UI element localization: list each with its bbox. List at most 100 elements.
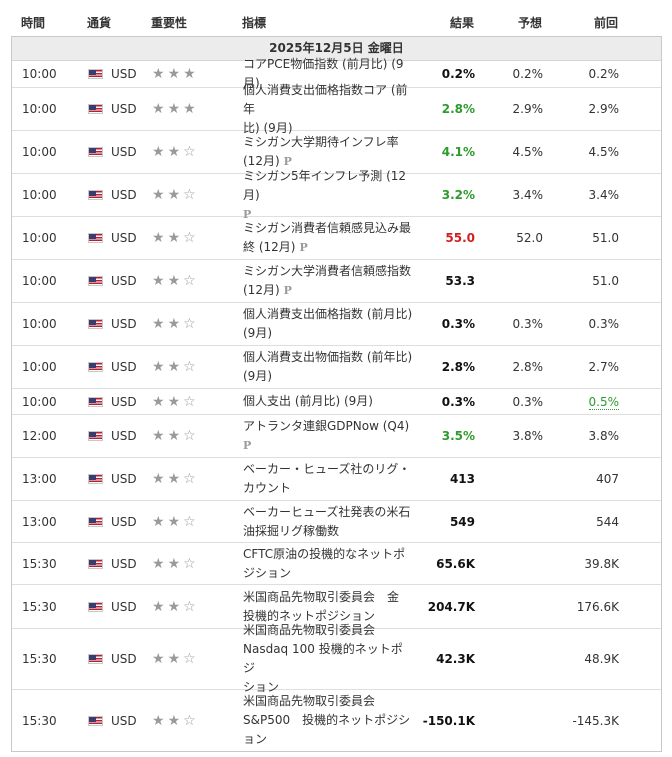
previous-value: 0.3% bbox=[588, 317, 620, 331]
event-result: 0.3% bbox=[441, 317, 475, 331]
indicator-name[interactable]: アトランタ連銀GDPNow (Q4) P bbox=[232, 417, 414, 455]
event-forecast: 2.8% bbox=[512, 360, 544, 374]
star-filled-icon: ★ bbox=[152, 187, 165, 203]
importance-rating: ★ ★ ☆ bbox=[144, 317, 232, 331]
event-forecast: 3.4% bbox=[512, 188, 544, 202]
event-previous: 2.7% bbox=[547, 360, 623, 374]
table-row[interactable]: 15:30 USD ★ ★ ☆ 米国商品先物取引委員会 金投機的ネットポジション 204.7… bbox=[12, 585, 661, 629]
event-currency: USD bbox=[78, 317, 144, 331]
event-result: 413 bbox=[449, 472, 475, 486]
event-time: 10:00 bbox=[22, 274, 57, 288]
event-result: 53.3 bbox=[445, 274, 475, 288]
indicator-line: 米国商品先物取引委員会 bbox=[243, 623, 376, 637]
star-empty-icon: ☆ bbox=[183, 359, 196, 375]
preliminary-icon: P bbox=[283, 284, 292, 297]
indicator-name[interactable]: ベーカーヒューズ社発表の米石 油採掘リグ稼働数 bbox=[232, 503, 414, 541]
indicator-name[interactable]: ミシガン大学消費者信頼感指数 (12月) P bbox=[232, 262, 414, 300]
indicator-line: アトランタ連銀GDPNow (Q4) bbox=[243, 419, 410, 433]
event-time: 12:00 bbox=[22, 429, 57, 443]
star-filled-icon: ★ bbox=[152, 555, 165, 572]
table-row[interactable]: 13:00 USD ★ ★ ☆ ベーカーヒューズ社発表の米石 油採掘リグ稼働数 549 544 bbox=[12, 501, 661, 543]
event-result: 3.5% bbox=[441, 429, 475, 443]
indicator-line: カウント bbox=[243, 481, 292, 495]
us-flag-icon bbox=[88, 396, 103, 407]
importance-rating: ★ ★ ★ bbox=[144, 67, 232, 81]
indicator-name[interactable]: 個人消費支出価格指数コア (前年 比) (9月) bbox=[232, 81, 414, 138]
table-row[interactable]: 13:00 USD ★ ★ ☆ ベーカー・ヒューズ社のリグ・ カウント 413 407 bbox=[12, 458, 661, 501]
event-forecast: 0.2% bbox=[512, 67, 544, 81]
event-previous[interactable]: 0.5% bbox=[547, 394, 623, 410]
indicator-line: (12月) bbox=[243, 283, 280, 297]
currency-code: USD bbox=[111, 394, 137, 409]
event-rows: 10:00 USD ★ ★ ★ コアPCE物価指数 (前月比) (9月) 0.2% 0.2% 0… bbox=[12, 57, 661, 751]
indicator-line: コアPCE物価指数 (前月比) (9月) bbox=[243, 57, 404, 90]
indicator-name[interactable]: 米国商品先物取引委員会 S&P500 投機的ネットポジシ ョン bbox=[232, 692, 414, 749]
star-filled-icon: ★ bbox=[167, 230, 181, 246]
indicator-line: ション bbox=[243, 680, 280, 694]
event-currency: USD bbox=[78, 600, 144, 614]
event-forecast: 3.8% bbox=[512, 429, 544, 443]
indicator-line: Nasdaq 100 投機的ネットポジ bbox=[243, 642, 403, 675]
indicator-name[interactable]: CFTC原油の投機的なネットポ ジション bbox=[232, 545, 414, 583]
indicator-line: CFTC原油の投機的なネットポ bbox=[243, 546, 406, 561]
event-previous: 51.0 bbox=[547, 231, 623, 245]
indicator-name[interactable]: 米国商品先物取引委員会 金投機的ネットポジション bbox=[232, 588, 414, 626]
indicator-name[interactable]: ミシガン大学期待インフレ率 (12月) P bbox=[232, 133, 414, 171]
indicator-name[interactable]: 個人消費支出価格指数 (前月比) (9月) bbox=[232, 305, 414, 343]
header-importance: 重要性 bbox=[151, 15, 188, 30]
indicator-name[interactable]: ベーカー・ヒューズ社のリグ・ カウント bbox=[232, 460, 414, 498]
indicator-name[interactable]: 米国商品先物取引委員会 Nasdaq 100 投機的ネットポジション bbox=[232, 621, 414, 697]
indicator-line: 個人消費支出価格指数 (前月比) bbox=[243, 307, 413, 321]
us-flag-icon bbox=[88, 69, 103, 79]
currency-code: USD bbox=[111, 713, 137, 728]
table-row[interactable]: 15:30 USD ★ ★ ☆ CFTC原油の投機的なネットポ ジション 65.6K 39.8K bbox=[12, 543, 661, 585]
us-flag-icon bbox=[88, 558, 103, 569]
indicator-name[interactable]: コアPCE物価指数 (前月比) (9月) bbox=[232, 55, 414, 93]
currency-code: USD bbox=[111, 188, 137, 202]
currency-code: USD bbox=[111, 514, 137, 529]
event-previous: 39.8K bbox=[547, 557, 623, 571]
event-previous: 51.0 bbox=[547, 274, 623, 288]
indicator-line: 比) (9月) bbox=[243, 120, 293, 135]
event-forecast: 52.0 bbox=[516, 231, 543, 245]
previous-value: 3.8% bbox=[588, 429, 620, 443]
event-time: 15:30 bbox=[22, 652, 57, 666]
currency-code: USD bbox=[111, 145, 137, 159]
table-row[interactable]: 10:00 USD ★ ★ ☆ ミシガン5年インフレ予測 (12月) P 3.2% 3.4% 3.… bbox=[12, 169, 661, 221]
event-result: 0.2% bbox=[441, 67, 475, 81]
event-result: 3.2% bbox=[441, 188, 475, 202]
event-previous: 0.3% bbox=[547, 317, 623, 331]
table-row[interactable]: 10:00 USD ★ ★ ☆ ミシガン大学消費者信頼感指数 (12月) P 53.3 51.0 bbox=[12, 260, 661, 303]
indicator-line: S&P500 投機的ネットポジシ bbox=[243, 713, 411, 727]
table-row[interactable]: 10:00 USD ★ ★ ☆ ミシガン大学期待インフレ率 (12月) P 4.1% 4.5% 4.… bbox=[12, 131, 661, 174]
star-filled-icon: ★ bbox=[167, 101, 181, 117]
event-result: 549 bbox=[449, 514, 475, 529]
table-row[interactable]: 10:00 USD ★ ★ ★ 個人消費支出価格指数コア (前年 比) (9月) 2.8% 2.… bbox=[12, 83, 661, 135]
indicator-line: 終 (12月) bbox=[243, 240, 296, 254]
us-flag-icon bbox=[88, 516, 103, 527]
event-result: 0.3% bbox=[441, 394, 475, 409]
indicator-name[interactable]: 個人支出 (前月比) (9月) bbox=[232, 392, 414, 411]
table-row[interactable]: 12:00 USD ★ ★ ☆ アトランタ連銀GDPNow (Q4) P 3.5% 3.8% 3.… bbox=[12, 415, 661, 458]
previous-value: 4.5% bbox=[588, 145, 620, 159]
star-filled-icon: ★ bbox=[152, 144, 165, 160]
indicator-name[interactable]: ミシガン5年インフレ予測 (12月) P bbox=[232, 167, 414, 224]
table-row[interactable]: 15:30 USD ★ ★ ☆ 米国商品先物取引委員会 S&P500 投機的ネットポジシ ョン… bbox=[12, 690, 661, 751]
table-row[interactable]: 10:00 USD ★ ★ ☆ 個人支出 (前月比) (9月) 0.3% 0.3% 0.5% bbox=[12, 389, 661, 415]
event-currency: USD bbox=[78, 714, 144, 728]
table-row[interactable]: 10:00 USD ★ ★ ☆ 個人消費支出物価指数 (前年比) (9月) 2.8% 2.8% 2… bbox=[12, 346, 661, 389]
event-forecast: 0.3% bbox=[512, 394, 544, 409]
indicator-name[interactable]: 個人消費支出物価指数 (前年比) (9月) bbox=[232, 348, 414, 386]
event-time: 15:30 bbox=[22, 599, 57, 614]
table-row[interactable]: 10:00 USD ★ ★ ☆ 個人消費支出価格指数 (前月比) (9月) 0.3% 0.3% 0… bbox=[12, 303, 661, 346]
event-forecast: 0.3% bbox=[512, 317, 544, 331]
currency-code: USD bbox=[111, 317, 137, 331]
star-filled-icon: ★ bbox=[152, 428, 165, 444]
table-row[interactable]: 10:00 USD ★ ★ ★ コアPCE物価指数 (前月比) (9月) 0.2% 0.2% 0… bbox=[12, 57, 661, 90]
table-row[interactable]: 15:30 USD ★ ★ ☆ 米国商品先物取引委員会 Nasdaq 100 投機的ネットポ… bbox=[12, 623, 661, 694]
star-filled-icon: ★ bbox=[167, 359, 181, 375]
indicator-line: (12月) bbox=[243, 154, 280, 168]
table-row[interactable]: 10:00 USD ★ ★ ☆ ミシガン消費者信頼感見込み最終 (12月) P 55.0 52.… bbox=[12, 217, 661, 260]
indicator-name[interactable]: ミシガン消費者信頼感見込み最終 (12月) P bbox=[232, 219, 414, 257]
currency-code: USD bbox=[111, 67, 137, 81]
